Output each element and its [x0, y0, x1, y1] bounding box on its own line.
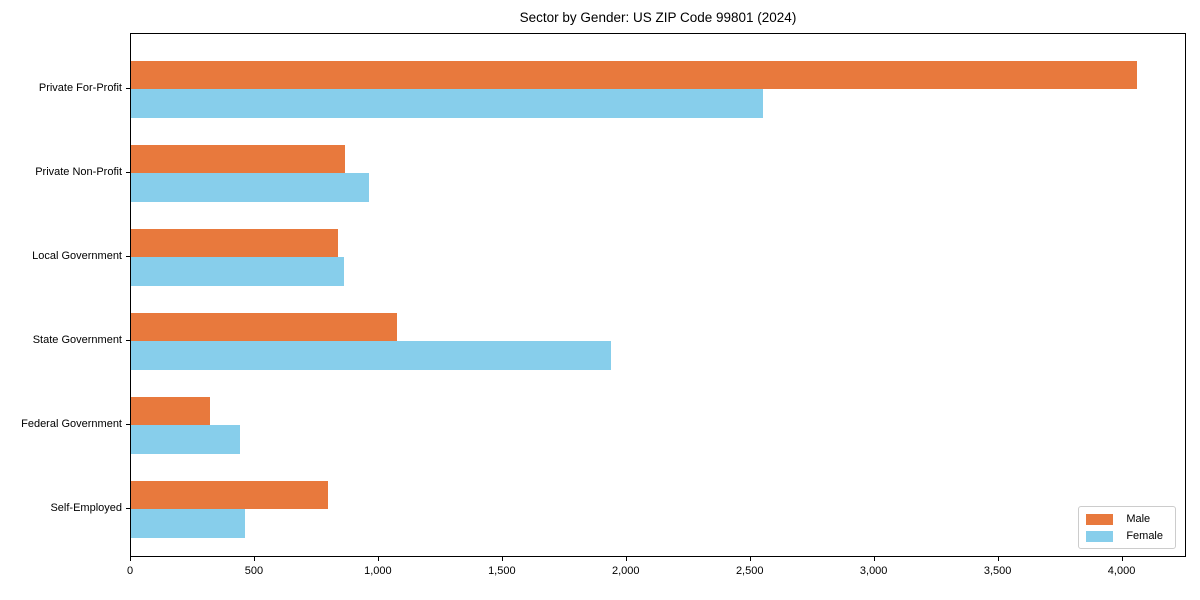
x-tick-label: 4,000 — [1107, 565, 1136, 577]
x-tick-mark — [130, 557, 131, 561]
y-tick-label: Self-Employed — [50, 502, 122, 514]
x-tick-mark — [377, 557, 379, 561]
plot-area: Male Female — [130, 33, 1186, 557]
legend: Male Female — [1078, 506, 1176, 549]
y-tick-mark — [126, 340, 130, 341]
x-tick-label: 2,500 — [735, 565, 764, 577]
x-tick-label: 3,500 — [983, 565, 1012, 577]
bar-male-6 — [131, 480, 329, 509]
x-tick-mark — [749, 557, 751, 561]
x-tick-mark — [1121, 557, 1123, 561]
y-tick-label: Private For-Profit — [38, 82, 122, 94]
x-tick-mark — [873, 557, 875, 561]
bar-female-3 — [131, 257, 345, 286]
y-tick-label: State Government — [32, 334, 122, 346]
x-tick-label: 1,000 — [364, 565, 392, 577]
bar-male-1 — [131, 60, 1138, 89]
x-tick-mark — [625, 557, 627, 561]
bar-male-2 — [131, 144, 346, 173]
y-tick-mark — [126, 88, 130, 89]
legend-swatch-female — [1086, 530, 1114, 542]
bar-male-4 — [131, 312, 398, 341]
x-tick-mark — [501, 557, 503, 561]
bar-female-6 — [131, 509, 246, 538]
x-tick-label: 1,500 — [488, 565, 516, 577]
x-tick-mark — [253, 557, 255, 561]
y-tick-mark — [126, 508, 130, 509]
chart-title: Sector by Gender: US ZIP Code 99801 (202… — [519, 10, 797, 25]
x-tick-label: 3,000 — [859, 565, 888, 577]
bar-male-3 — [131, 228, 338, 257]
y-tick-label: Federal Government — [21, 418, 122, 430]
x-tick-label: 500 — [244, 565, 264, 577]
x-tick-mark — [997, 557, 999, 561]
legend-entry-male: Male — [1086, 513, 1163, 525]
legend-label-female: Female — [1126, 530, 1163, 542]
x-tick-label: 0 — [126, 565, 134, 577]
bar-female-4 — [131, 341, 611, 370]
legend-label-male: Male — [1126, 513, 1151, 525]
bar-male-5 — [131, 396, 211, 425]
bar-female-5 — [131, 425, 241, 454]
y-tick-label: Local Government — [32, 250, 122, 262]
legend-entry-female: Female — [1086, 530, 1163, 542]
y-tick-mark — [126, 424, 130, 425]
y-tick-label: Private Non-Profit — [35, 166, 122, 178]
bar-female-1 — [131, 89, 764, 118]
bar-female-2 — [131, 173, 369, 202]
y-tick-mark — [126, 256, 130, 257]
x-tick-label: 2,000 — [612, 565, 640, 577]
legend-swatch-male — [1086, 513, 1114, 525]
y-tick-mark — [126, 172, 130, 173]
